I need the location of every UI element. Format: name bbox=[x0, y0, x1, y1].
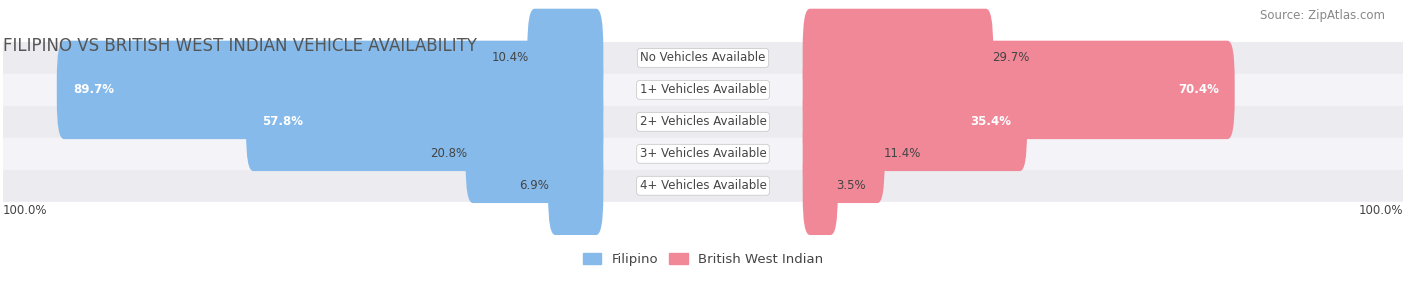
Text: 6.9%: 6.9% bbox=[519, 179, 550, 192]
FancyBboxPatch shape bbox=[548, 137, 603, 235]
FancyBboxPatch shape bbox=[56, 41, 603, 139]
FancyBboxPatch shape bbox=[803, 137, 838, 235]
FancyBboxPatch shape bbox=[3, 74, 1403, 106]
FancyBboxPatch shape bbox=[246, 73, 603, 171]
Text: 4+ Vehicles Available: 4+ Vehicles Available bbox=[640, 179, 766, 192]
Text: Source: ZipAtlas.com: Source: ZipAtlas.com bbox=[1260, 9, 1385, 21]
Text: 3+ Vehicles Available: 3+ Vehicles Available bbox=[640, 147, 766, 160]
Text: 35.4%: 35.4% bbox=[970, 115, 1011, 128]
FancyBboxPatch shape bbox=[3, 106, 1403, 138]
Text: 100.0%: 100.0% bbox=[3, 204, 48, 217]
Text: 100.0%: 100.0% bbox=[1358, 204, 1403, 217]
FancyBboxPatch shape bbox=[3, 170, 1403, 202]
Text: 20.8%: 20.8% bbox=[430, 147, 467, 160]
FancyBboxPatch shape bbox=[803, 73, 1026, 171]
Legend: Filipino, British West Indian: Filipino, British West Indian bbox=[578, 247, 828, 271]
Text: 11.4%: 11.4% bbox=[883, 147, 921, 160]
Text: 70.4%: 70.4% bbox=[1178, 84, 1219, 96]
Text: 29.7%: 29.7% bbox=[993, 51, 1029, 64]
FancyBboxPatch shape bbox=[803, 9, 993, 107]
Text: 10.4%: 10.4% bbox=[491, 51, 529, 64]
Text: 1+ Vehicles Available: 1+ Vehicles Available bbox=[640, 84, 766, 96]
FancyBboxPatch shape bbox=[803, 41, 1234, 139]
FancyBboxPatch shape bbox=[3, 138, 1403, 170]
FancyBboxPatch shape bbox=[527, 9, 603, 107]
FancyBboxPatch shape bbox=[803, 105, 884, 203]
Text: 89.7%: 89.7% bbox=[73, 84, 114, 96]
Text: 2+ Vehicles Available: 2+ Vehicles Available bbox=[640, 115, 766, 128]
Text: No Vehicles Available: No Vehicles Available bbox=[640, 51, 766, 64]
FancyBboxPatch shape bbox=[465, 105, 603, 203]
Text: 57.8%: 57.8% bbox=[262, 115, 304, 128]
Text: FILIPINO VS BRITISH WEST INDIAN VEHICLE AVAILABILITY: FILIPINO VS BRITISH WEST INDIAN VEHICLE … bbox=[3, 37, 477, 55]
FancyBboxPatch shape bbox=[3, 42, 1403, 74]
Text: 3.5%: 3.5% bbox=[837, 179, 866, 192]
